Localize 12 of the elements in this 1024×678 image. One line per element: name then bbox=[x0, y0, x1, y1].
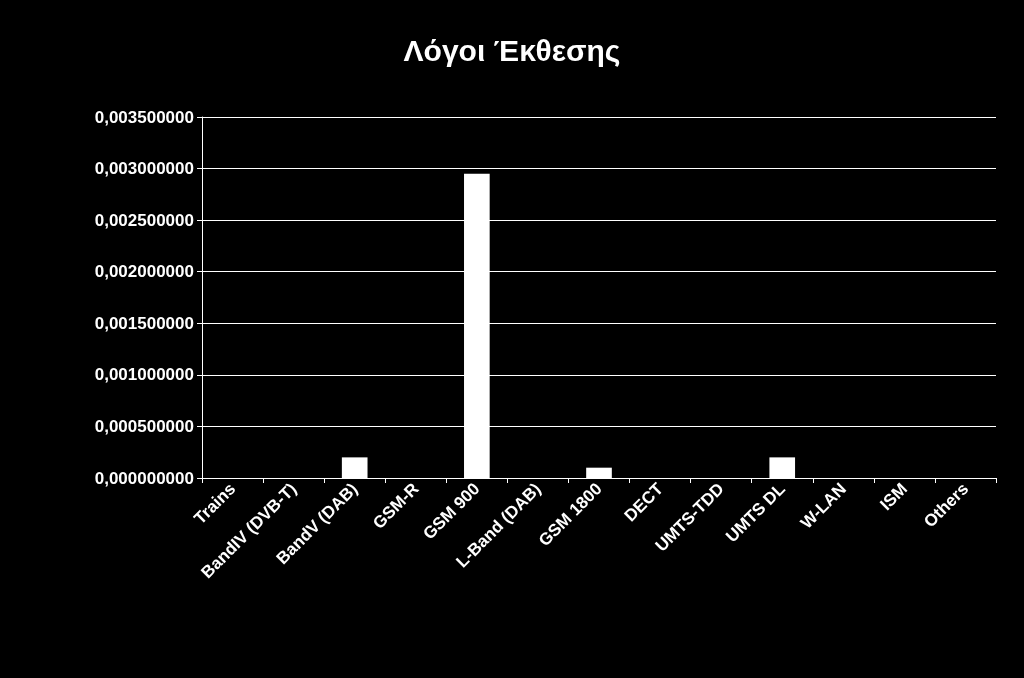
y-tick-label: 0,000000000 bbox=[94, 468, 194, 488]
y-tick-label: 0,001000000 bbox=[94, 365, 194, 385]
bar bbox=[586, 467, 612, 478]
bar bbox=[769, 457, 796, 478]
y-tick-label: 0,003500000 bbox=[94, 107, 194, 127]
y-tick-label: 0,002500000 bbox=[94, 210, 194, 230]
y-tick-label: 0,003000000 bbox=[94, 159, 194, 179]
bar bbox=[341, 457, 368, 478]
y-tick-label: 0,001500000 bbox=[94, 313, 194, 333]
y-tick-label: 0,000500000 bbox=[94, 416, 194, 436]
y-tick-label: 0,002000000 bbox=[94, 262, 194, 282]
chart-title: Λόγοι Έκθεσης bbox=[403, 33, 621, 67]
